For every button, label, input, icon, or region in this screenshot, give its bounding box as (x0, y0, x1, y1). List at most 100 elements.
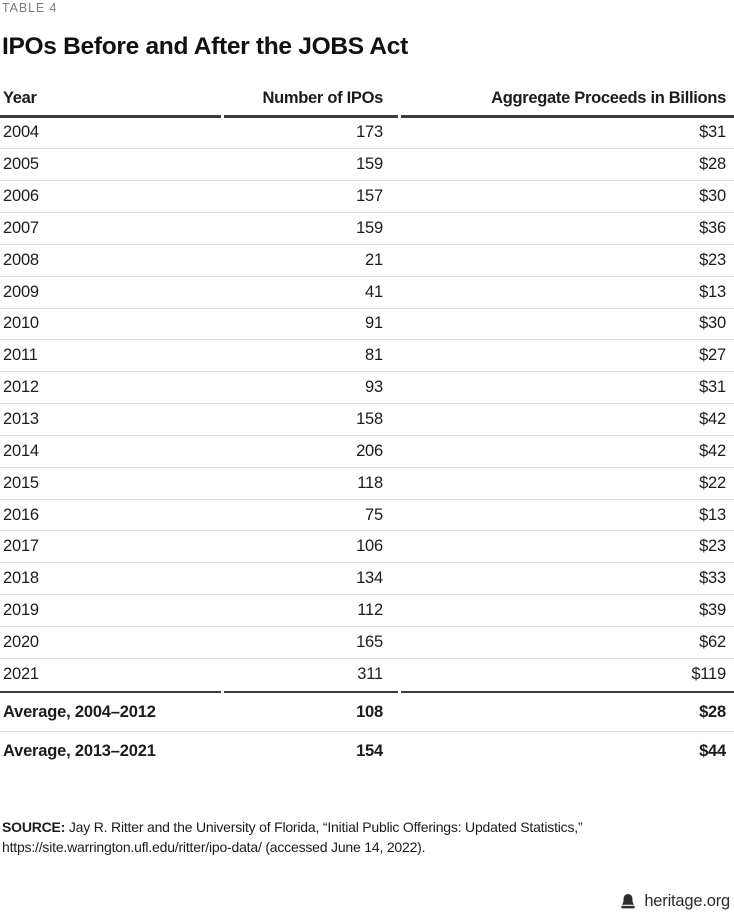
ipo-count-cell: 75 (365, 505, 383, 524)
table-row: 2021 311 $119 (0, 659, 734, 691)
proceeds-cell: $23 (699, 250, 726, 269)
proceeds-cell: $42 (699, 441, 726, 460)
year-cell: 2021 (3, 665, 39, 684)
table-row: 2006 157 $30 (0, 181, 734, 214)
proceeds-cell: $42 (699, 410, 726, 429)
proceeds-cell: $30 (699, 187, 726, 206)
proceeds-cell: $31 (699, 378, 726, 397)
table-row: 2011 81 $27 (0, 340, 734, 373)
year-cell: 2017 (3, 537, 39, 556)
table-row: 2017 106 $23 (0, 531, 734, 564)
ipo-count-cell: 108 (356, 702, 383, 721)
summary-row: Average, 2004–2012 108 $28 (0, 693, 734, 733)
year-cell: 2010 (3, 314, 39, 333)
table-header-row: Year Number of IPOs Aggregate Proceeds i… (0, 61, 734, 115)
ipo-count-cell: 106 (356, 537, 383, 556)
source-text-line2: https://site.warrington.ufl.edu/ritter/i… (2, 838, 426, 855)
table-summary: Average, 2004–2012 108 $28 Average, 2013–20… (0, 693, 734, 771)
column-header-number-of-ipos: Number of IPOs (262, 89, 384, 107)
table-row: 2004 173 $31 (0, 118, 734, 150)
proceeds-cell: $62 (699, 632, 726, 651)
proceeds-cell: $119 (691, 665, 726, 684)
table-row: 2016 75 $13 (0, 500, 734, 532)
table-row: 2019 112 $39 (0, 595, 734, 627)
year-cell: Average, 2004–2012 (3, 702, 156, 721)
proceeds-cell: $27 (699, 346, 726, 365)
proceeds-cell: $23 (699, 537, 726, 556)
header-rule-segment (224, 115, 398, 118)
ipo-count-cell: 159 (356, 218, 383, 237)
proceeds-cell: $28 (699, 702, 726, 721)
proceeds-cell: $13 (699, 282, 726, 301)
year-cell: 2005 (3, 155, 39, 174)
year-cell: 2004 (3, 123, 39, 142)
proceeds-cell: $39 (699, 601, 726, 620)
ipo-count-cell: 158 (356, 410, 383, 429)
summary-rule-segment (0, 690, 221, 694)
proceeds-cell: $36 (699, 218, 726, 237)
year-cell: 2014 (3, 441, 39, 460)
table-row: 2008 21 $23 (0, 245, 734, 277)
year-cell: Average, 2013–2021 (3, 742, 156, 761)
proceeds-cell: $13 (699, 505, 726, 524)
header-rule-segment (0, 115, 221, 118)
ipo-count-cell: 112 (357, 601, 383, 620)
ipo-count-cell: 157 (356, 187, 383, 206)
ipo-count-cell: 159 (356, 155, 383, 174)
ipo-count-cell: 41 (365, 282, 383, 301)
summary-rule-segment (224, 690, 398, 694)
table-row: 2013 158 $42 (0, 404, 734, 436)
table-row: 2018 134 $33 (0, 563, 734, 596)
ipo-count-cell: 21 (365, 250, 383, 269)
table-row: 2010 91 $30 (0, 309, 734, 341)
source-text-line1: Jay R. Ritter and the University of Flor… (68, 819, 583, 836)
ipo-count-cell: 134 (356, 569, 383, 588)
proceeds-cell: $44 (699, 742, 726, 761)
year-cell: 2018 (3, 569, 39, 588)
year-cell: 2019 (3, 601, 39, 620)
table-row: 2005 159 $28 (0, 149, 734, 182)
year-cell: 2011 (3, 346, 38, 365)
proceeds-cell: $28 (699, 155, 726, 174)
year-cell: 2006 (3, 187, 39, 206)
table-row: 2020 165 $62 (0, 627, 734, 659)
year-cell: 2012 (3, 378, 39, 397)
column-header-aggregate-proceeds: Aggregate Proceeds in Billions (491, 89, 726, 107)
liberty-bell-icon (619, 892, 637, 911)
year-cell: 2015 (3, 473, 39, 492)
year-cell: 2016 (3, 505, 39, 524)
ipo-count-cell: 154 (356, 742, 383, 761)
ipo-count-cell: 206 (356, 441, 383, 460)
proceeds-cell: $22 (699, 473, 726, 492)
column-header-year: Year (3, 89, 37, 107)
proceeds-cell: $33 (699, 569, 726, 588)
table-row: 2009 41 $13 (0, 277, 734, 309)
summary-rule-segment (401, 690, 734, 694)
year-cell: 2020 (3, 632, 39, 651)
ipo-count-cell: 91 (365, 314, 383, 333)
source-label: SOURCE: (2, 819, 66, 836)
brand-text: heritage.org (644, 892, 730, 910)
ipo-count-cell: 81 (365, 346, 383, 365)
year-cell: 2008 (3, 250, 39, 269)
year-cell: 2013 (3, 410, 39, 429)
proceeds-cell: $30 (699, 314, 726, 333)
table-body: 2004 173 $31 2005 159 $28 2006 157 $30 2007 159 $36… (0, 118, 734, 691)
year-cell: 2007 (3, 218, 39, 237)
source-note: SOURCE: Jay R. Ritter and the University… (0, 818, 734, 857)
table-row: 2015 118 $22 (0, 468, 734, 500)
ipo-count-cell: 118 (357, 473, 383, 492)
header-rule-segment (401, 115, 734, 118)
ipo-count-cell: 93 (365, 378, 383, 397)
summary-row: Average, 2013–2021 154 $44 (0, 732, 734, 771)
table-row: 2014 206 $42 (0, 436, 734, 468)
ipo-table: Year Number of IPOs Aggregate Proceeds i… (0, 61, 734, 771)
ipo-count-cell: 165 (356, 632, 383, 651)
ipo-count-cell: 311 (357, 665, 383, 684)
brand-footer: heritage.org (619, 892, 730, 911)
page-title: IPOs Before and After the JOBS Act (2, 33, 408, 60)
ipo-count-cell: 173 (356, 123, 383, 142)
table-row: 2012 93 $31 (0, 372, 734, 405)
header-rule (0, 115, 734, 118)
